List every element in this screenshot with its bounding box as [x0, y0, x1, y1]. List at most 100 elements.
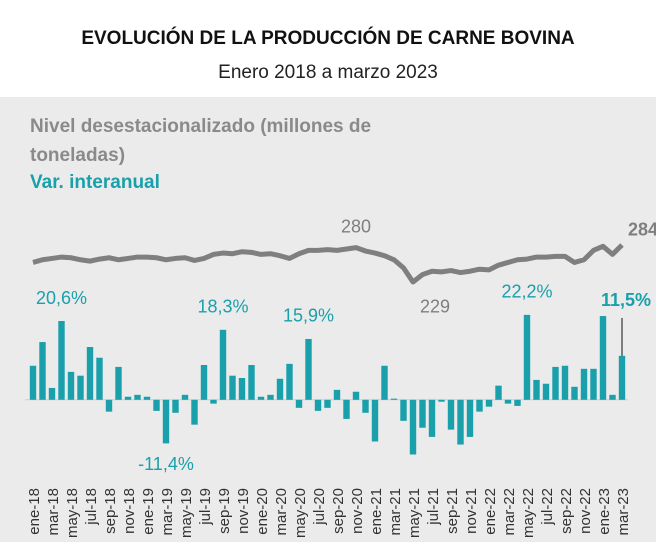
bar	[390, 398, 398, 400]
x-tick-label: ene-23	[596, 488, 613, 535]
x-tick-label: jul-21	[425, 488, 442, 526]
x-tick-label: nov-21	[463, 488, 480, 534]
bar	[86, 347, 94, 400]
data-label: 11,5%	[601, 290, 651, 310]
x-tick-label: sep-22	[558, 488, 575, 534]
bar	[67, 371, 75, 400]
bar	[305, 338, 312, 400]
bar	[495, 385, 502, 400]
bar	[124, 396, 132, 400]
data-label: -11,4%	[138, 454, 194, 474]
bar	[457, 399, 464, 445]
legend-entry: Nivel desestacionalizado (millones de to…	[30, 116, 372, 166]
bar	[419, 399, 426, 428]
x-tick-label: mar-23	[615, 488, 632, 536]
bar	[295, 399, 303, 408]
bar	[476, 399, 483, 412]
bar	[580, 368, 588, 400]
bar	[381, 365, 388, 400]
x-tick-label: sep-19	[216, 488, 233, 534]
bar	[181, 394, 189, 400]
bar	[191, 399, 198, 425]
bar	[77, 375, 84, 400]
x-tick-label: ene-20	[254, 488, 271, 535]
bar	[267, 394, 274, 400]
data-label: 280	[341, 216, 371, 236]
x-tick-label: jul-20	[311, 488, 328, 526]
bar	[162, 399, 170, 444]
bar	[96, 357, 103, 400]
bar	[485, 399, 493, 407]
x-tick-label: mar-20	[273, 488, 290, 536]
bar	[590, 368, 597, 400]
bar	[466, 399, 474, 437]
bar	[561, 365, 569, 400]
x-tick-label: may-19	[178, 488, 195, 538]
x-tick-label: ene-22	[482, 488, 499, 535]
x-tick-label: mar-18	[45, 488, 62, 536]
x-tick-label: ene-21	[368, 488, 385, 535]
line	[32, 243, 624, 285]
bar	[400, 399, 407, 421]
x-tick-label: nov-22	[577, 488, 594, 534]
x-tick-label: sep-21	[444, 488, 461, 534]
bar	[219, 329, 227, 400]
chart-title: EVOLUCIÓN DE LA PRODUCCIÓN DE CARNE BOVI…	[81, 28, 575, 49]
bar	[248, 364, 255, 400]
bar	[609, 394, 616, 400]
bar	[552, 366, 559, 400]
bar	[324, 399, 331, 408]
bar	[172, 399, 179, 413]
x-tick-label: nov-18	[121, 488, 138, 534]
bar	[438, 399, 445, 402]
bar	[238, 377, 246, 400]
bar	[599, 316, 607, 400]
x-tick-label: jul-18	[83, 488, 100, 526]
bar	[409, 399, 417, 455]
bar	[447, 399, 455, 430]
x-tick-label: ene-19	[140, 488, 157, 535]
bar	[514, 399, 521, 406]
bar	[352, 391, 360, 400]
bar	[39, 342, 46, 400]
x-tick-label: mar-19	[159, 488, 176, 536]
x-tick-label: sep-20	[330, 488, 347, 534]
bar	[618, 355, 626, 400]
x-tick-label: mar-21	[387, 488, 404, 536]
data-label: 284	[628, 220, 656, 240]
bar	[257, 396, 265, 400]
x-tick-label: ene-18	[26, 488, 43, 535]
header: EVOLUCIÓN DE LA PRODUCCIÓN DE CARNE BOVI…	[0, 0, 656, 97]
data-label: 22,2%	[501, 282, 552, 302]
data-label: 229	[420, 297, 450, 317]
bar	[571, 386, 578, 400]
x-tick-label: may-21	[406, 488, 423, 538]
x-tick-label: may-18	[64, 488, 81, 538]
x-tick-label: jul-19	[197, 488, 214, 526]
x-tick-label: may-22	[520, 488, 537, 538]
bar	[58, 321, 65, 400]
bar	[523, 314, 531, 400]
data-label: 20,6%	[36, 288, 87, 308]
bar	[333, 389, 341, 400]
x-tick-label: mar-22	[501, 488, 518, 536]
x-tick-label: may-20	[292, 488, 309, 538]
bar	[371, 399, 379, 442]
data-label: 15,9%	[283, 306, 334, 326]
bar	[428, 399, 436, 437]
data-label: 18,3%	[197, 297, 248, 317]
bar	[286, 363, 293, 400]
x-tick-label: sep-18	[102, 488, 119, 534]
bar	[229, 375, 236, 400]
chart-subtitle: Enero 2018 a marzo 2023	[218, 62, 438, 83]
bar	[200, 364, 208, 400]
x-tick-label: nov-20	[349, 488, 366, 534]
bar	[504, 399, 512, 404]
bar	[533, 379, 540, 400]
bar	[210, 399, 217, 404]
bar	[153, 399, 160, 411]
x-tick-label: nov-19	[235, 488, 252, 534]
bar	[48, 387, 56, 400]
